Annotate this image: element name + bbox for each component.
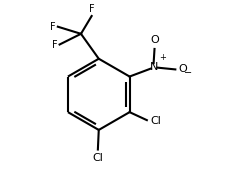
Text: Cl: Cl: [92, 153, 103, 163]
Text: F: F: [50, 22, 56, 32]
Text: F: F: [52, 40, 58, 49]
Text: Cl: Cl: [149, 116, 160, 126]
Text: +: +: [158, 53, 165, 62]
Text: N: N: [149, 62, 157, 72]
Text: F: F: [88, 4, 94, 14]
Text: O: O: [178, 64, 187, 74]
Text: O: O: [149, 35, 158, 45]
Text: −: −: [183, 68, 191, 78]
